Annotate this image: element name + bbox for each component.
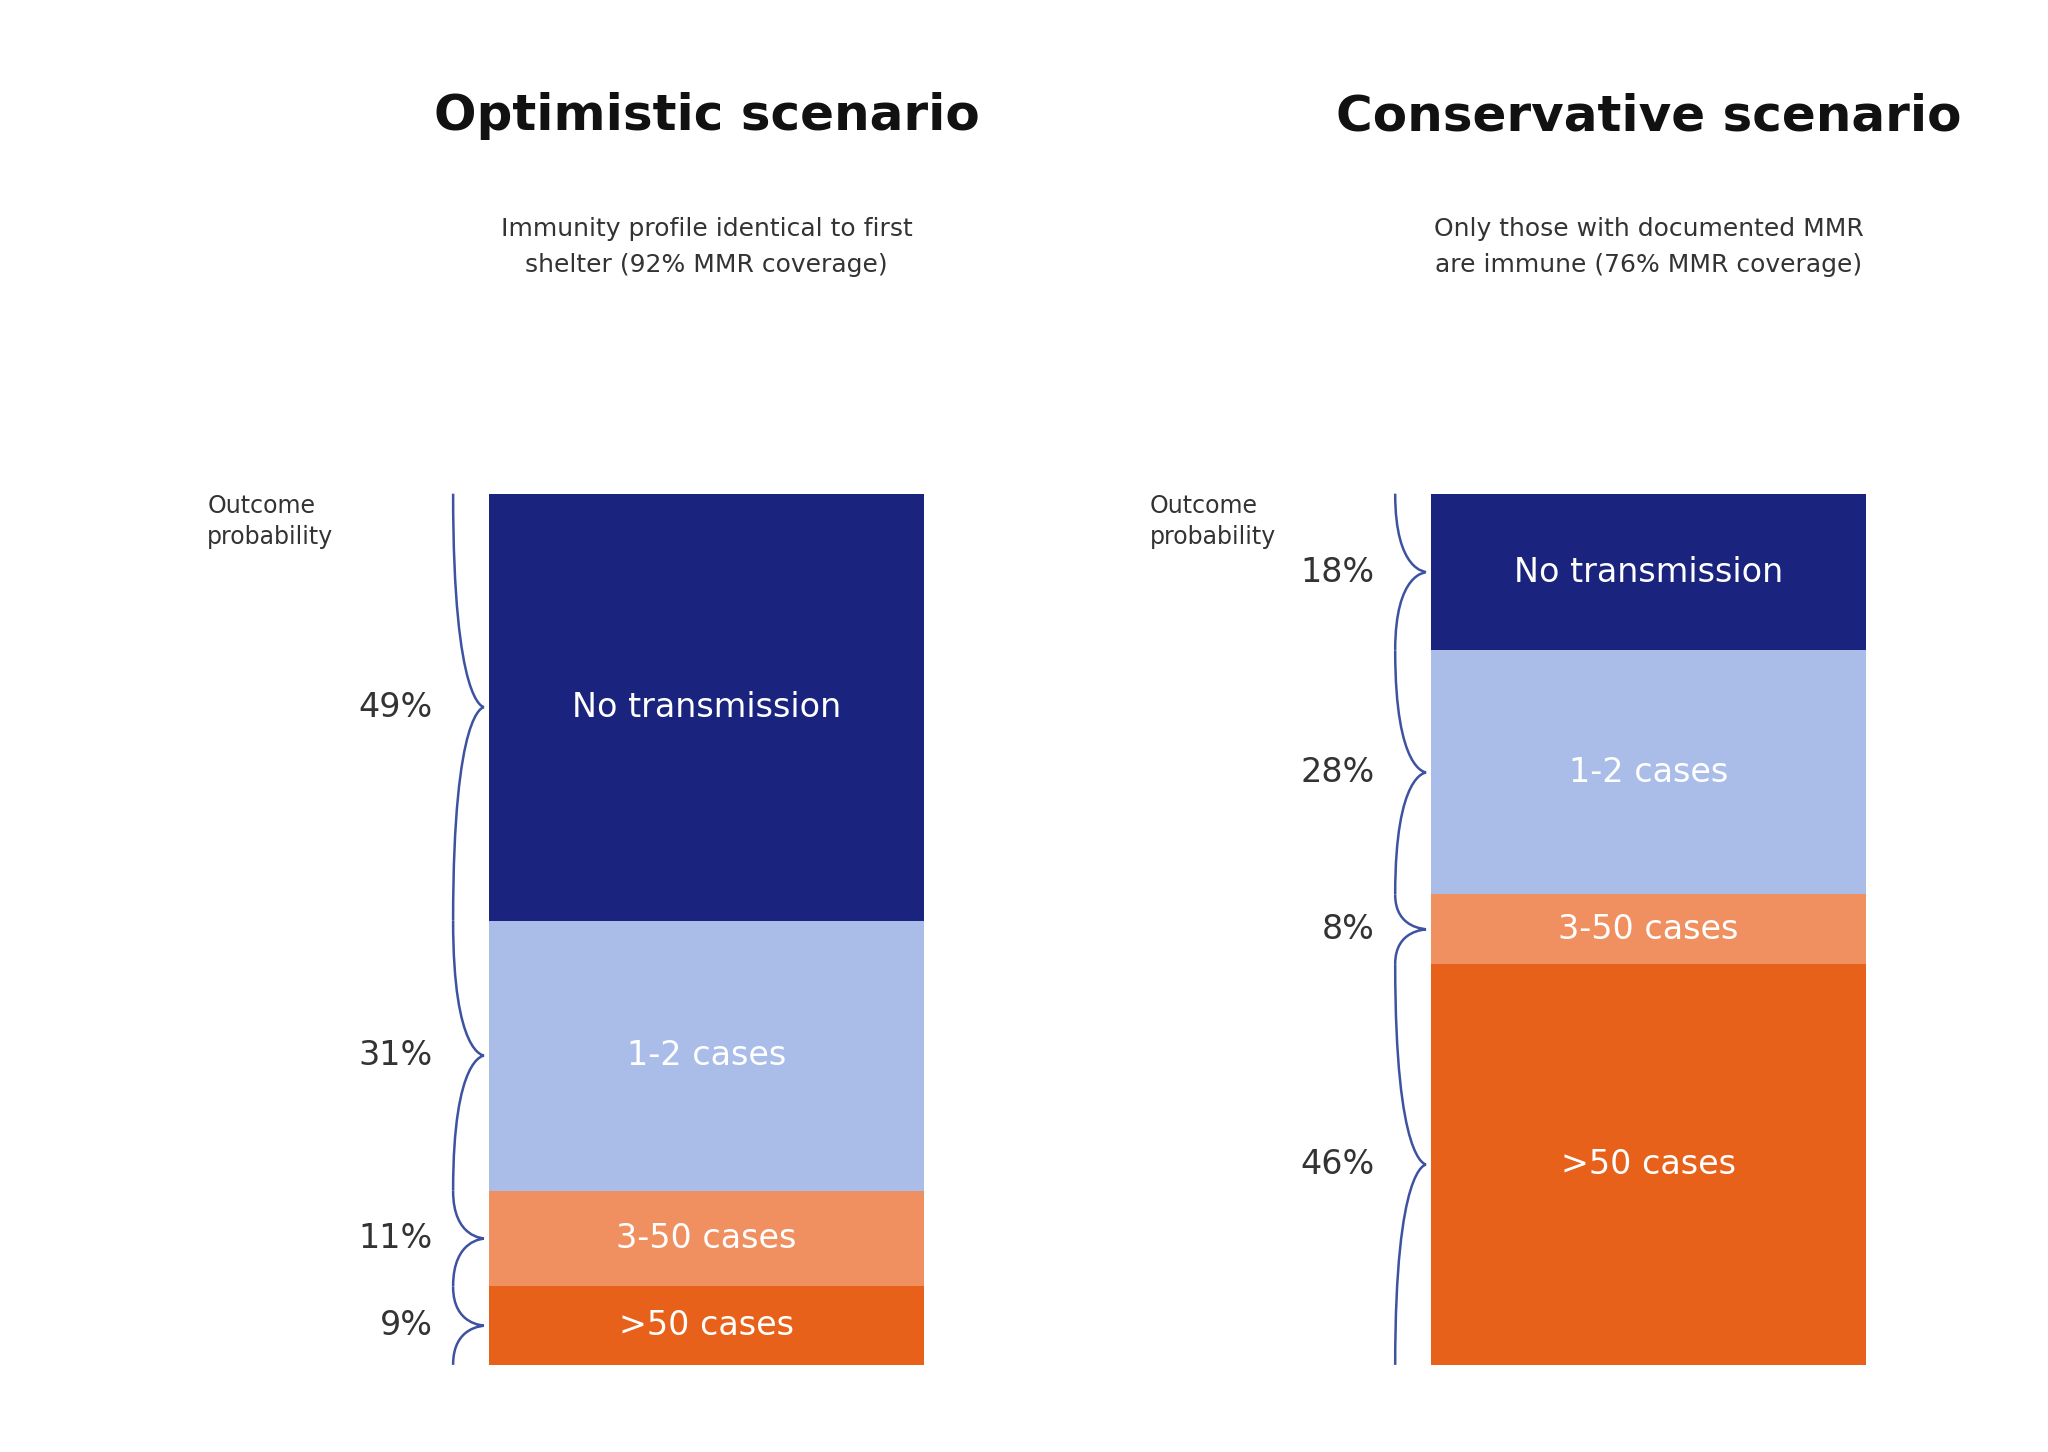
Text: >50 cases: >50 cases <box>618 1310 795 1342</box>
Text: 49%: 49% <box>358 691 432 723</box>
Text: 3-50 cases: 3-50 cases <box>1559 913 1739 945</box>
Text: Outcome
probability: Outcome probability <box>1149 494 1276 549</box>
Bar <box>1432 494 1866 650</box>
Text: 3-50 cases: 3-50 cases <box>616 1223 797 1255</box>
Text: 1-2 cases: 1-2 cases <box>1569 756 1729 788</box>
Text: 18%: 18% <box>1300 556 1374 588</box>
Text: >50 cases: >50 cases <box>1561 1149 1737 1180</box>
Text: 8%: 8% <box>1321 913 1374 945</box>
Text: 11%: 11% <box>358 1223 432 1255</box>
Bar <box>489 1286 924 1365</box>
Bar <box>1432 894 1866 964</box>
Bar <box>1432 650 1866 894</box>
Text: 31%: 31% <box>358 1040 432 1072</box>
Bar <box>489 1191 924 1286</box>
Text: 1-2 cases: 1-2 cases <box>627 1040 786 1072</box>
Bar <box>489 921 924 1191</box>
Bar <box>489 494 924 921</box>
Text: No transmission: No transmission <box>571 691 842 723</box>
Text: Conservative scenario: Conservative scenario <box>1335 91 1962 141</box>
Text: 9%: 9% <box>379 1310 432 1342</box>
Text: 28%: 28% <box>1300 756 1374 788</box>
Text: Optimistic scenario: Optimistic scenario <box>434 91 979 141</box>
Text: No transmission: No transmission <box>1513 556 1784 588</box>
Bar <box>1432 964 1866 1365</box>
Text: Outcome
probability: Outcome probability <box>207 494 334 549</box>
Text: Immunity profile identical to first
shelter (92% MMR coverage): Immunity profile identical to first shel… <box>500 218 913 276</box>
Text: 46%: 46% <box>1300 1149 1374 1180</box>
Text: Only those with documented MMR
are immune (76% MMR coverage): Only those with documented MMR are immun… <box>1434 218 1864 276</box>
